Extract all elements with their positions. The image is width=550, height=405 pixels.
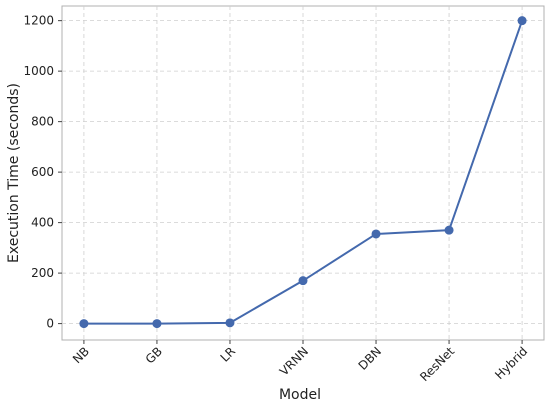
- marker: [79, 319, 89, 329]
- x-tick-label: DBN: [356, 344, 385, 373]
- marker: [225, 318, 235, 328]
- y-tick-label: 800: [31, 115, 54, 129]
- marker: [152, 319, 162, 329]
- marker: [371, 229, 381, 239]
- marker: [444, 225, 454, 235]
- y-tick-label: 400: [31, 216, 54, 230]
- y-tick-label: 1200: [23, 14, 54, 28]
- x-tick-label: ResNet: [417, 344, 457, 384]
- y-tick-label: 200: [31, 266, 54, 280]
- y-tick-label: 600: [31, 165, 54, 179]
- x-axis-label: Model: [279, 387, 321, 403]
- marker: [298, 276, 308, 286]
- x-tick-label: GB: [143, 344, 165, 366]
- y-tick-label: 0: [46, 317, 54, 331]
- marker: [517, 16, 527, 26]
- x-tick-label: Hybrid: [492, 344, 530, 382]
- x-tick-label: VRNN: [277, 344, 311, 378]
- x-tick-label: LR: [218, 344, 239, 365]
- y-tick-label: 1000: [23, 64, 54, 78]
- x-tick-label: NB: [70, 344, 92, 366]
- y-axis-label: Execution Time (seconds): [6, 83, 22, 263]
